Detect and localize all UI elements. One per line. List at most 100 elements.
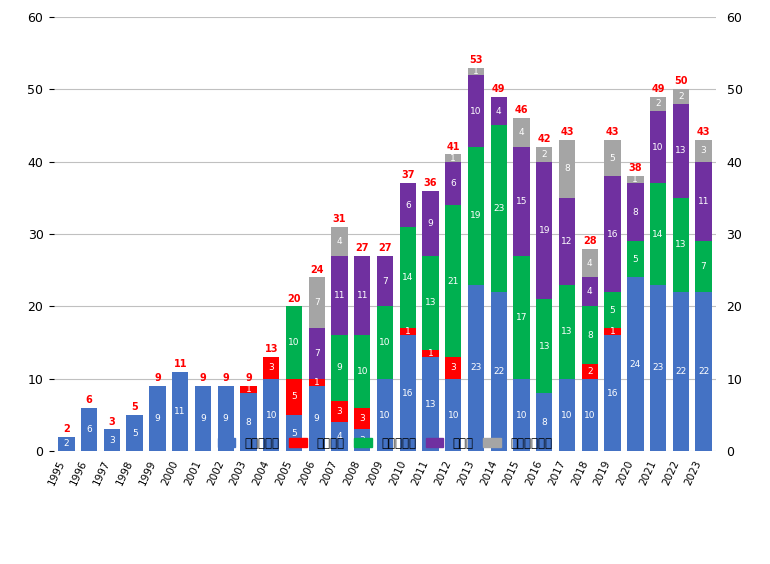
Bar bbox=[536, 393, 553, 451]
Bar bbox=[445, 205, 461, 357]
Bar bbox=[240, 393, 256, 451]
Text: 2: 2 bbox=[63, 424, 70, 434]
Text: 28: 28 bbox=[583, 236, 597, 246]
Bar bbox=[400, 183, 416, 227]
Text: 5: 5 bbox=[610, 153, 615, 162]
Bar bbox=[604, 140, 621, 176]
Bar bbox=[559, 379, 575, 451]
Text: 11: 11 bbox=[698, 197, 709, 206]
Text: 9: 9 bbox=[154, 373, 161, 383]
Bar bbox=[331, 336, 348, 400]
Text: 11: 11 bbox=[333, 291, 345, 300]
Text: 31: 31 bbox=[333, 214, 346, 224]
Text: 10: 10 bbox=[380, 338, 390, 347]
Bar bbox=[627, 241, 644, 277]
Text: 24: 24 bbox=[630, 360, 641, 369]
Text: 16: 16 bbox=[607, 230, 618, 239]
Text: 10: 10 bbox=[516, 411, 527, 420]
Text: 3: 3 bbox=[109, 417, 116, 426]
Text: 6: 6 bbox=[450, 179, 456, 188]
Text: 23: 23 bbox=[470, 363, 482, 372]
Bar bbox=[263, 357, 280, 379]
Text: 2: 2 bbox=[64, 439, 69, 448]
Text: 9: 9 bbox=[336, 363, 343, 372]
Bar bbox=[673, 292, 689, 451]
Text: 1: 1 bbox=[610, 327, 615, 336]
Text: 3: 3 bbox=[360, 414, 365, 423]
Bar bbox=[377, 379, 393, 451]
Text: 9: 9 bbox=[245, 373, 252, 383]
Text: 10: 10 bbox=[380, 411, 390, 420]
Text: 19: 19 bbox=[538, 226, 550, 235]
Bar bbox=[331, 422, 348, 451]
Text: 5: 5 bbox=[291, 429, 297, 438]
Text: 38: 38 bbox=[628, 163, 642, 173]
Text: 10: 10 bbox=[652, 143, 664, 152]
Bar bbox=[695, 162, 711, 241]
Text: 42: 42 bbox=[537, 134, 551, 144]
Text: 4: 4 bbox=[336, 432, 343, 441]
Bar bbox=[149, 386, 166, 451]
Text: 3: 3 bbox=[450, 363, 456, 372]
Text: 13: 13 bbox=[675, 146, 687, 155]
Text: 37: 37 bbox=[401, 170, 414, 180]
Bar bbox=[559, 198, 575, 285]
Text: 3: 3 bbox=[701, 146, 706, 155]
Text: 43: 43 bbox=[606, 127, 619, 137]
Text: 10: 10 bbox=[561, 411, 573, 420]
Text: 8: 8 bbox=[541, 418, 547, 427]
Text: 13: 13 bbox=[425, 298, 437, 307]
Bar bbox=[536, 162, 553, 299]
Bar bbox=[559, 285, 575, 379]
Bar bbox=[354, 336, 370, 408]
Bar bbox=[581, 277, 598, 306]
Bar bbox=[286, 306, 302, 379]
Text: 50: 50 bbox=[674, 76, 688, 86]
Bar bbox=[445, 357, 461, 379]
Text: 4: 4 bbox=[587, 258, 593, 267]
Bar bbox=[673, 198, 689, 292]
Text: 10: 10 bbox=[584, 411, 595, 420]
Bar bbox=[581, 249, 598, 277]
Text: 14: 14 bbox=[652, 230, 664, 239]
Text: 4: 4 bbox=[519, 128, 524, 137]
Text: 5: 5 bbox=[610, 306, 615, 315]
Bar bbox=[559, 140, 575, 198]
Bar bbox=[309, 379, 325, 386]
Text: 1: 1 bbox=[246, 385, 251, 394]
Bar bbox=[59, 437, 75, 451]
Text: 11: 11 bbox=[173, 359, 187, 369]
Text: 27: 27 bbox=[378, 243, 392, 253]
Text: 13: 13 bbox=[264, 344, 278, 354]
Text: 1: 1 bbox=[632, 175, 638, 184]
Text: 49: 49 bbox=[651, 83, 665, 94]
Text: 16: 16 bbox=[607, 389, 618, 398]
Text: 19: 19 bbox=[470, 212, 482, 221]
Bar bbox=[695, 292, 711, 451]
Text: 22: 22 bbox=[675, 367, 686, 376]
Text: 5: 5 bbox=[632, 255, 638, 264]
Bar bbox=[81, 408, 97, 451]
Text: 11: 11 bbox=[357, 291, 368, 300]
Text: 8: 8 bbox=[564, 165, 570, 173]
Bar bbox=[422, 357, 439, 451]
Text: 12: 12 bbox=[561, 237, 573, 246]
Text: 9: 9 bbox=[314, 414, 320, 423]
Bar bbox=[422, 256, 439, 350]
Text: 1: 1 bbox=[314, 378, 320, 387]
Bar bbox=[126, 415, 143, 451]
Bar bbox=[309, 328, 325, 379]
Text: 22: 22 bbox=[698, 367, 709, 376]
Text: 8: 8 bbox=[587, 331, 593, 340]
Bar bbox=[377, 306, 393, 379]
Text: 36: 36 bbox=[424, 178, 437, 188]
Text: 2: 2 bbox=[655, 99, 661, 108]
Bar bbox=[627, 176, 644, 183]
Text: 7: 7 bbox=[314, 298, 320, 307]
Bar bbox=[422, 350, 439, 357]
Text: 6: 6 bbox=[405, 201, 410, 210]
Text: 13: 13 bbox=[425, 400, 437, 409]
Text: 7: 7 bbox=[382, 276, 388, 285]
Bar bbox=[217, 386, 234, 451]
Text: 16: 16 bbox=[402, 389, 413, 398]
